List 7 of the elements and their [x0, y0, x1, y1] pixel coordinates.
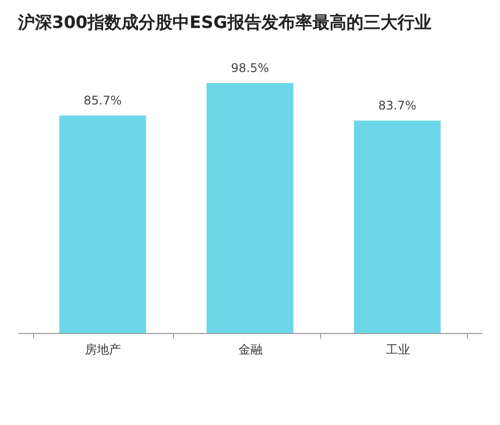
data-label: 98.5%	[230, 61, 270, 75]
data-label: 83.7%	[378, 98, 416, 113]
x-tick-label: 房地产	[85, 342, 122, 356]
x-tick-label: 工业	[386, 342, 410, 356]
x-tick-label: 金融	[238, 342, 262, 356]
data-label: 85.7%	[84, 93, 122, 108]
chart-title: 沪深300指数成分股中ESG报告发布率最高的三大行业	[17, 13, 432, 33]
